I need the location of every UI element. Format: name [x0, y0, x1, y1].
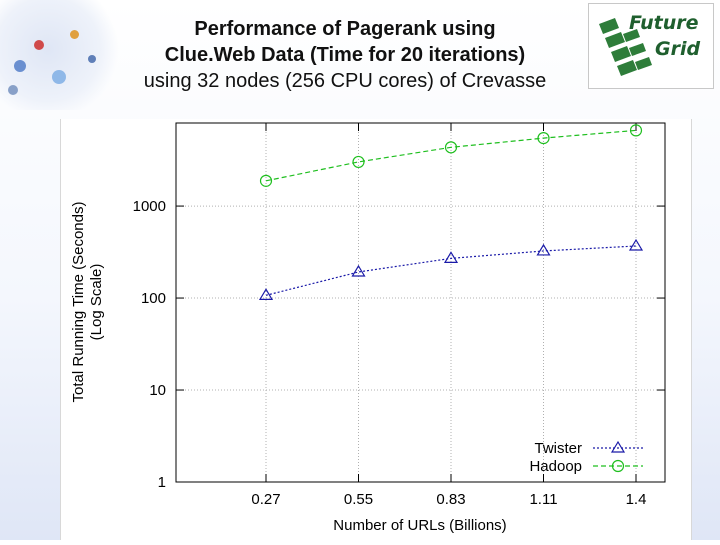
y-axis-label-line-2: (Log Scale) [88, 264, 105, 341]
y-tick-label: 1000 [133, 198, 166, 215]
logo-grid-graphic [599, 18, 652, 76]
x-tick-label: 0.83 [436, 491, 465, 508]
x-tick-label: 0.27 [251, 491, 280, 508]
hadoop-point [537, 132, 550, 145]
legend-marker-hadoop [611, 459, 625, 473]
series-layer [258, 124, 644, 300]
chart-panel: 1 10 100 1000 0.27 0.55 0.83 1.11 1.4 Number of… [60, 119, 692, 540]
logo-word-grid: Grid [655, 38, 701, 60]
legend-marker-twister [610, 440, 626, 453]
corner-decoration [0, 0, 120, 110]
decoration-dot [70, 30, 79, 39]
decoration-dot [52, 70, 66, 84]
decoration-dot [34, 40, 44, 50]
hadoop-point [629, 124, 643, 137]
hadoop-series [259, 124, 643, 187]
twister-point [443, 251, 459, 263]
futuregrid-logo: Future Grid [588, 3, 714, 89]
legend-label-hadoop: Hadoop [529, 458, 582, 475]
twister-point [351, 264, 366, 277]
decoration-dot [14, 60, 26, 72]
slide-title: Performance of Pagerank using Clue.Web D… [95, 16, 595, 94]
title-line-2: Clue.Web Data (Time for 20 iterations) [164, 44, 526, 66]
y-tick-label: 10 [149, 382, 166, 399]
x-axis-label: Number of URLs (Billions) [333, 517, 506, 534]
plot-frame [175, 122, 666, 483]
twister-point [628, 238, 644, 251]
logo-word-future: Future [629, 12, 699, 34]
twister-series [258, 238, 644, 300]
hadoop-point [352, 155, 365, 169]
twister-point [258, 288, 274, 300]
x-axis-ticks: 0.27 0.55 0.83 1.11 1.4 [251, 123, 646, 508]
title-line-1: Performance of Pagerank using [194, 18, 496, 40]
y-tick-label: 1 [158, 474, 166, 491]
y-axis-ticks: 1 10 100 1000 [133, 198, 665, 491]
legend-label-twister: Twister [534, 440, 582, 457]
title-line-3: using 32 nodes (256 CPU cores) of Crevas… [143, 70, 547, 92]
y-axis-label-line-1: Total Running Time (Seconds) [70, 202, 87, 403]
x-tick-label: 1.4 [626, 491, 647, 508]
grid-lines [176, 123, 665, 482]
twister-point [536, 243, 551, 256]
twister-line [265, 245, 637, 296]
y-tick-label: 100 [141, 290, 166, 307]
decoration-dot [8, 85, 18, 95]
hadoop-point [444, 141, 458, 154]
hadoop-point [259, 174, 273, 187]
chart-svg: 1 10 100 1000 0.27 0.55 0.83 1.11 1.4 Number of… [70, 122, 666, 534]
x-tick-label: 0.55 [344, 491, 373, 508]
x-tick-label: 1.11 [529, 491, 557, 508]
decoration-dot [88, 55, 96, 63]
hadoop-line [265, 129, 637, 182]
